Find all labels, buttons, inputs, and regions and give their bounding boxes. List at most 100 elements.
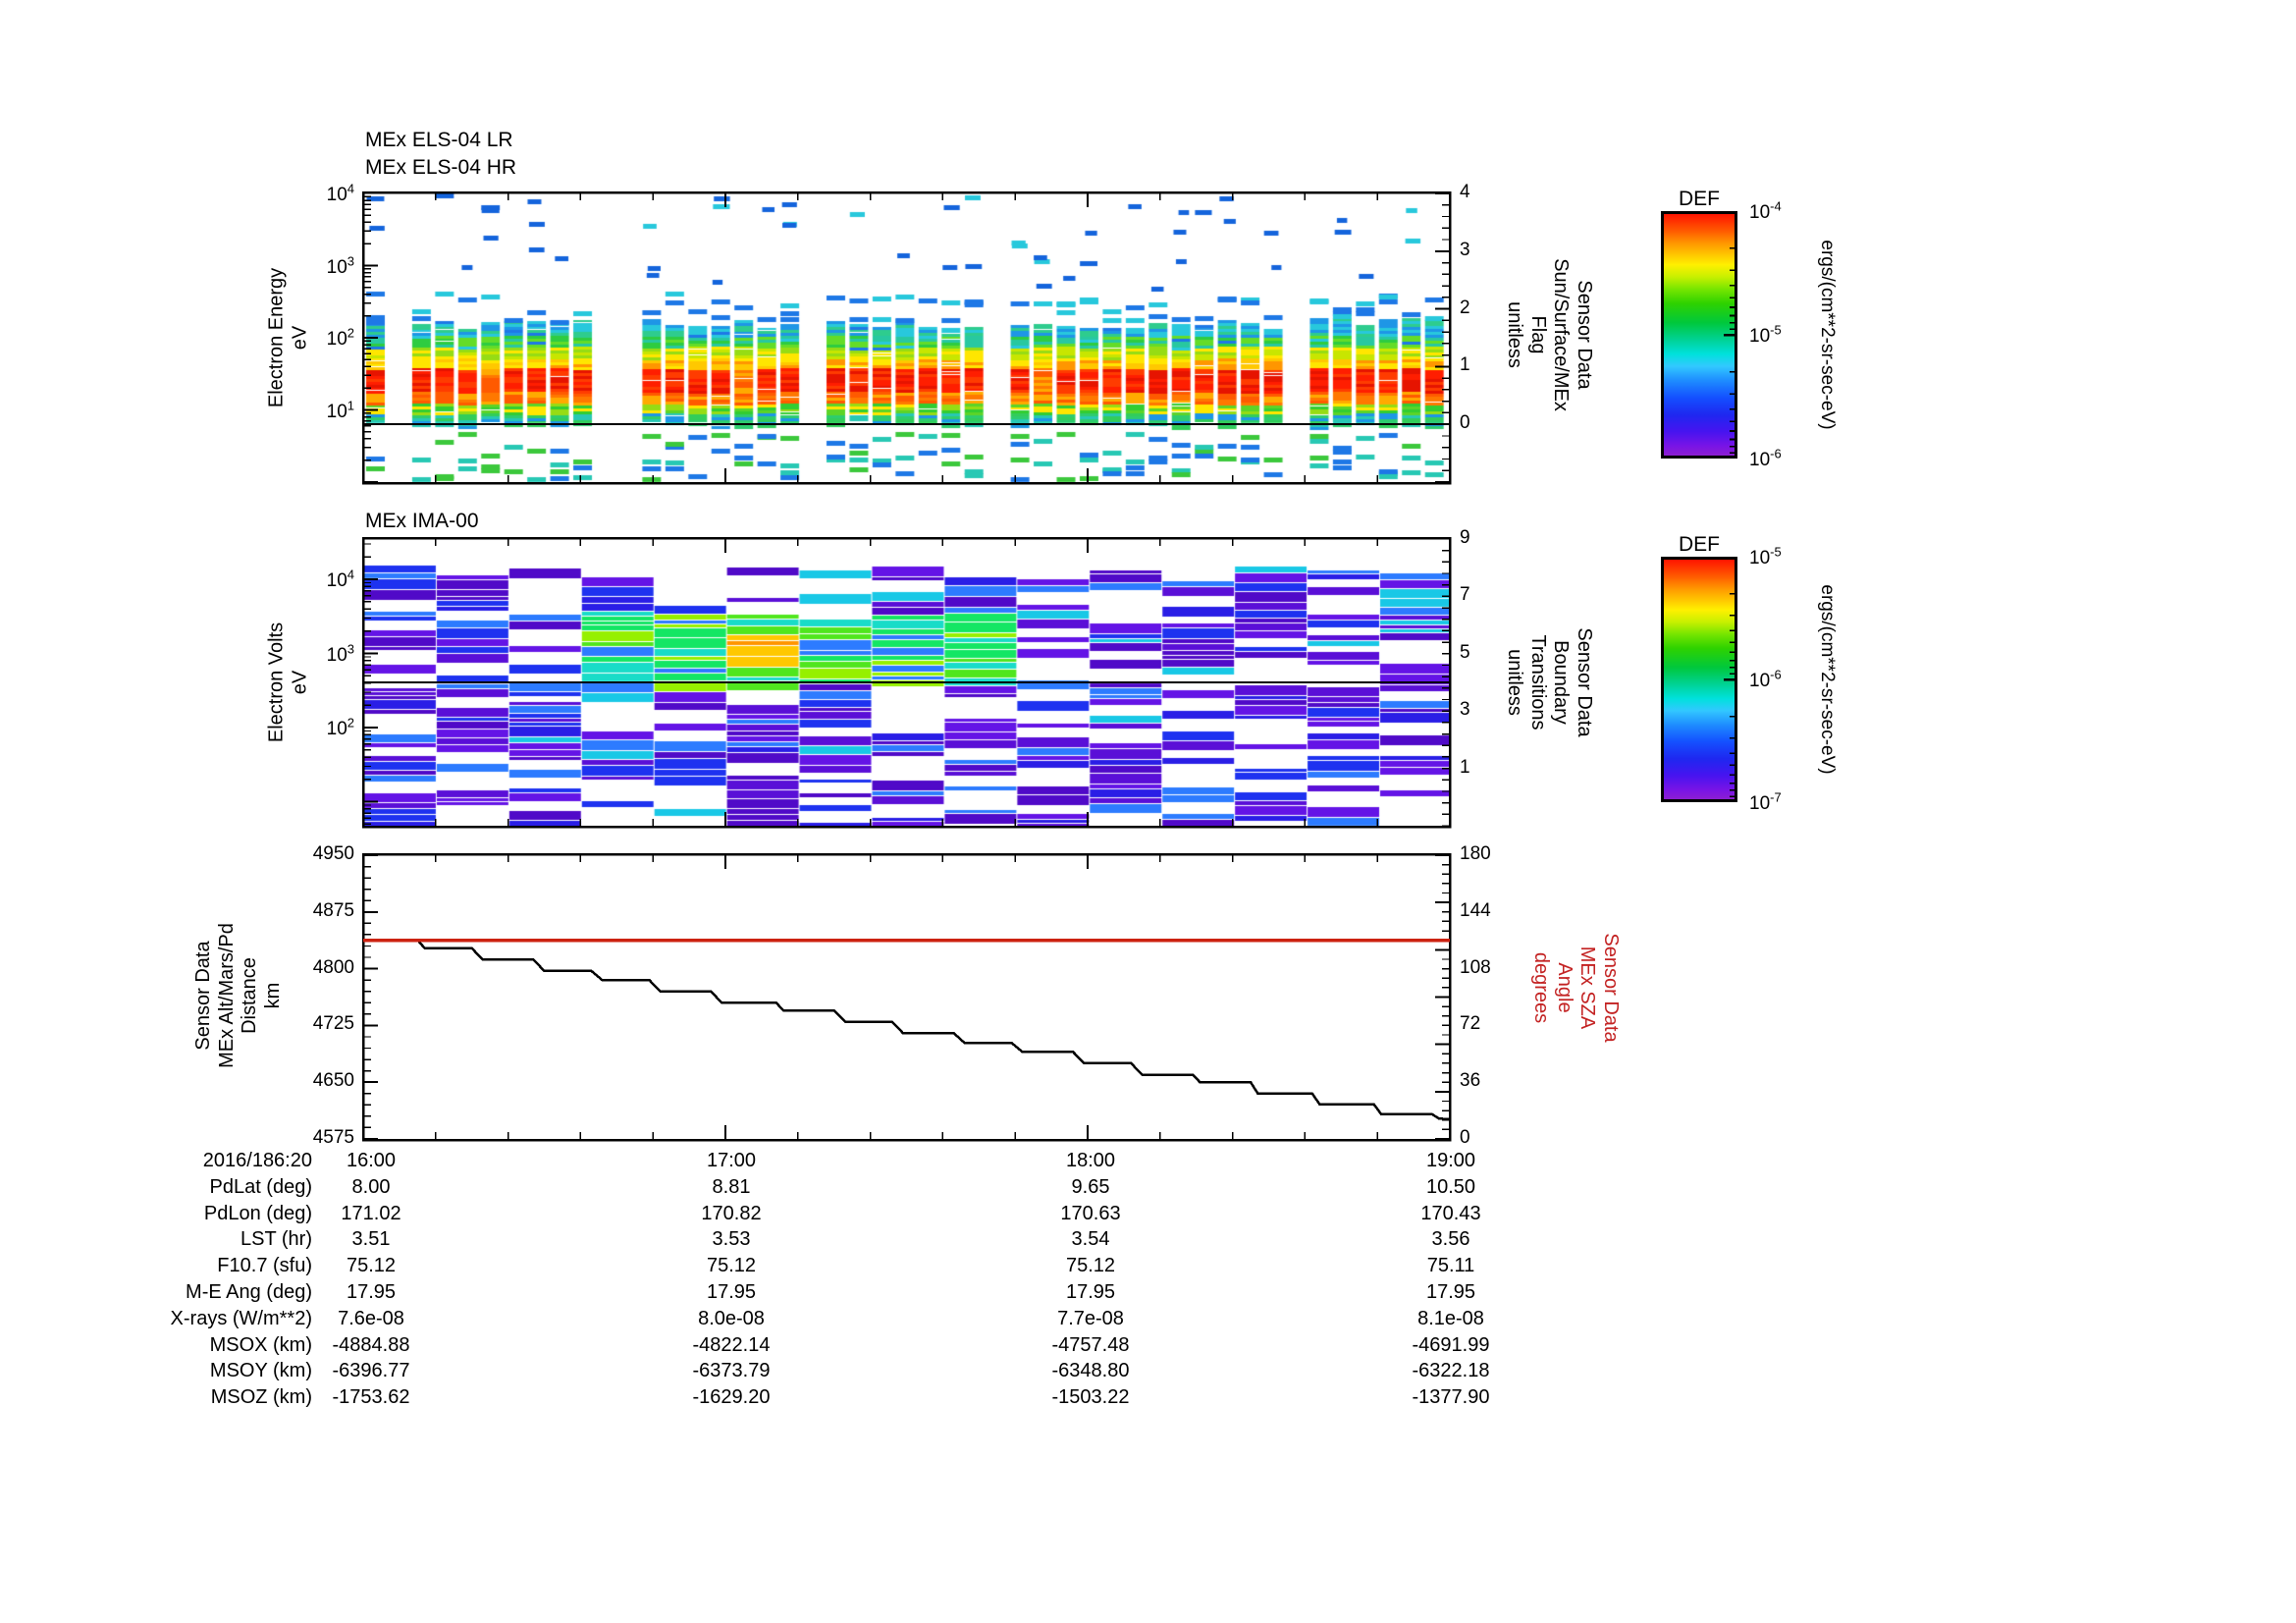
alt-left-tick-label: 4800	[312, 956, 354, 978]
table-cell: 17.95	[346, 1281, 397, 1303]
table-cell: 170.43	[1420, 1202, 1481, 1224]
alt-left-tick-label: 4875	[312, 899, 354, 921]
ima-right-tick-label: 7	[1460, 584, 1470, 606]
alt-left-tick-label: 4950	[312, 843, 354, 864]
els-right-tick-label: 4	[1460, 182, 1470, 202]
els-title-line2: MEx ELS-04 HR	[365, 156, 517, 179]
table-row-label: PdLat (deg)	[209, 1175, 312, 1198]
table-cell: 8.1e-08	[1417, 1307, 1484, 1329]
alt-right-tick-label: 72	[1460, 1013, 1481, 1035]
ima-right-tick-label: 3	[1460, 699, 1470, 721]
table-row-label: MSOZ (km)	[210, 1386, 312, 1409]
table-cell: -1503.22	[1051, 1386, 1130, 1409]
alt-left-tick-label: 4650	[312, 1070, 354, 1092]
table-cell: 75.12	[706, 1255, 757, 1277]
table-cell: 17.95	[1065, 1281, 1116, 1303]
table-cell: -1753.62	[332, 1386, 410, 1409]
els-right-axis-label: Sensor Data Sun/Surface/MEx Flag unitles…	[1504, 258, 1596, 411]
table-cell: 16:00	[346, 1150, 397, 1171]
alt-left-tick-label: 4725	[312, 1013, 354, 1035]
table-cell: 3.54	[1071, 1228, 1110, 1251]
alt-left-tick-label: 4575	[312, 1127, 354, 1148]
ima-y-tick-label: 102	[326, 716, 354, 740]
els-title-line1: MEx ELS-04 LR	[365, 129, 513, 151]
ima-right-tick-label: 1	[1460, 756, 1470, 778]
table-cell: 7.6e-08	[338, 1307, 404, 1329]
table-cell: -4822.14	[692, 1333, 771, 1356]
colorbar1-title: DEF	[1679, 188, 1720, 210]
table-row-label: X-rays (W/m**2)	[170, 1307, 312, 1329]
table-cell: 171.02	[341, 1202, 401, 1224]
alt-y-axis-label: Sensor Data MEx Alt/Mars/Pd Distance km	[191, 923, 284, 1068]
colorbar-2	[1661, 557, 1737, 802]
table-cell: -6348.80	[1051, 1360, 1130, 1382]
ima-right-tick-label: 9	[1460, 527, 1470, 548]
panel-frame	[361, 852, 1452, 1142]
table-cell: 7.7e-08	[1057, 1307, 1124, 1329]
colorbar2-title: DEF	[1679, 533, 1720, 556]
els-y-tick-label: 102	[326, 325, 354, 351]
table-cell: 17.95	[1425, 1281, 1476, 1303]
els-y-tick-label: 101	[326, 398, 354, 422]
alt-right-tick-label: 0	[1460, 1127, 1470, 1148]
table-row-label: F10.7 (sfu)	[217, 1255, 312, 1277]
table-cell: -1377.90	[1412, 1386, 1490, 1409]
table-row-label: MSOY (km)	[209, 1360, 312, 1382]
table-cell: 9.65	[1071, 1175, 1110, 1198]
ima-y-tick-label: 103	[326, 641, 354, 666]
alt-right-tick-label: 144	[1460, 899, 1491, 921]
panel-frame	[361, 190, 1452, 485]
table-cell: 75.12	[346, 1255, 397, 1277]
table-cell: -6322.18	[1412, 1360, 1490, 1382]
table-row-label: 2016/186:20	[202, 1150, 312, 1171]
colorbar-tick-label: 10-5	[1749, 545, 1782, 569]
els-y-tick-label: 104	[326, 181, 354, 206]
els-spectrogram-canvas	[362, 191, 1451, 484]
table-cell: 19:00	[1425, 1150, 1476, 1171]
table-cell: -1629.20	[692, 1386, 771, 1409]
table-cell: 75.12	[1065, 1255, 1116, 1277]
table-row-label: MSOX (km)	[209, 1333, 312, 1356]
table-cell: 170.63	[1060, 1202, 1121, 1224]
table-cell: 3.51	[351, 1228, 391, 1251]
colorbar-tick-label: 10-7	[1749, 790, 1782, 815]
table-cell: 8.0e-08	[698, 1307, 765, 1329]
table-cell: 8.00	[351, 1175, 391, 1198]
els-right-tick-label: 0	[1460, 412, 1470, 434]
ima-title: MEx IMA-00	[365, 510, 479, 532]
table-row-label: M-E Ang (deg)	[186, 1281, 312, 1303]
table-cell: 8.81	[712, 1175, 751, 1198]
table-cell: -6373.79	[692, 1360, 771, 1382]
alt-right-tick-label: 108	[1460, 956, 1491, 978]
table-row-label: LST (hr)	[240, 1228, 312, 1251]
table-cell: -4757.48	[1051, 1333, 1130, 1356]
els-y-tick-label: 103	[326, 253, 354, 278]
table-cell: -4691.99	[1412, 1333, 1490, 1356]
colorbar-tick-label: 10-6	[1749, 668, 1782, 692]
table-row-label: PdLon (deg)	[203, 1202, 312, 1224]
ima-y-tick-label: 104	[326, 568, 354, 592]
table-cell: 170.82	[701, 1202, 762, 1224]
els-right-tick-label: 2	[1460, 297, 1470, 318]
els-right-tick-label: 1	[1460, 354, 1470, 376]
colorbar-tick-label: 10-4	[1749, 199, 1782, 224]
colorbar-ticks	[1724, 557, 1735, 802]
table-cell: 17:00	[706, 1150, 757, 1171]
els-right-tick-label: 3	[1460, 239, 1470, 260]
table-cell: -6396.77	[332, 1360, 410, 1382]
table-cell: 18:00	[1065, 1150, 1116, 1171]
altitude-line	[363, 939, 1451, 1121]
panel-frame	[361, 536, 1452, 829]
ima-right-tick-label: 5	[1460, 641, 1470, 663]
table-cell: 3.53	[712, 1228, 751, 1251]
table-cell: 75.11	[1426, 1255, 1475, 1277]
colorbar-tick-label: 10-6	[1749, 447, 1782, 471]
alt-right-tick-label: 36	[1460, 1070, 1481, 1092]
table-cell: 17.95	[706, 1281, 757, 1303]
alt-right-tick-label: 180	[1460, 843, 1491, 864]
table-cell: 10.50	[1425, 1175, 1476, 1198]
colorbar-tick-label: 10-5	[1749, 323, 1782, 348]
table-cell: -4884.88	[332, 1333, 410, 1356]
colorbar-ticks	[1724, 211, 1735, 459]
